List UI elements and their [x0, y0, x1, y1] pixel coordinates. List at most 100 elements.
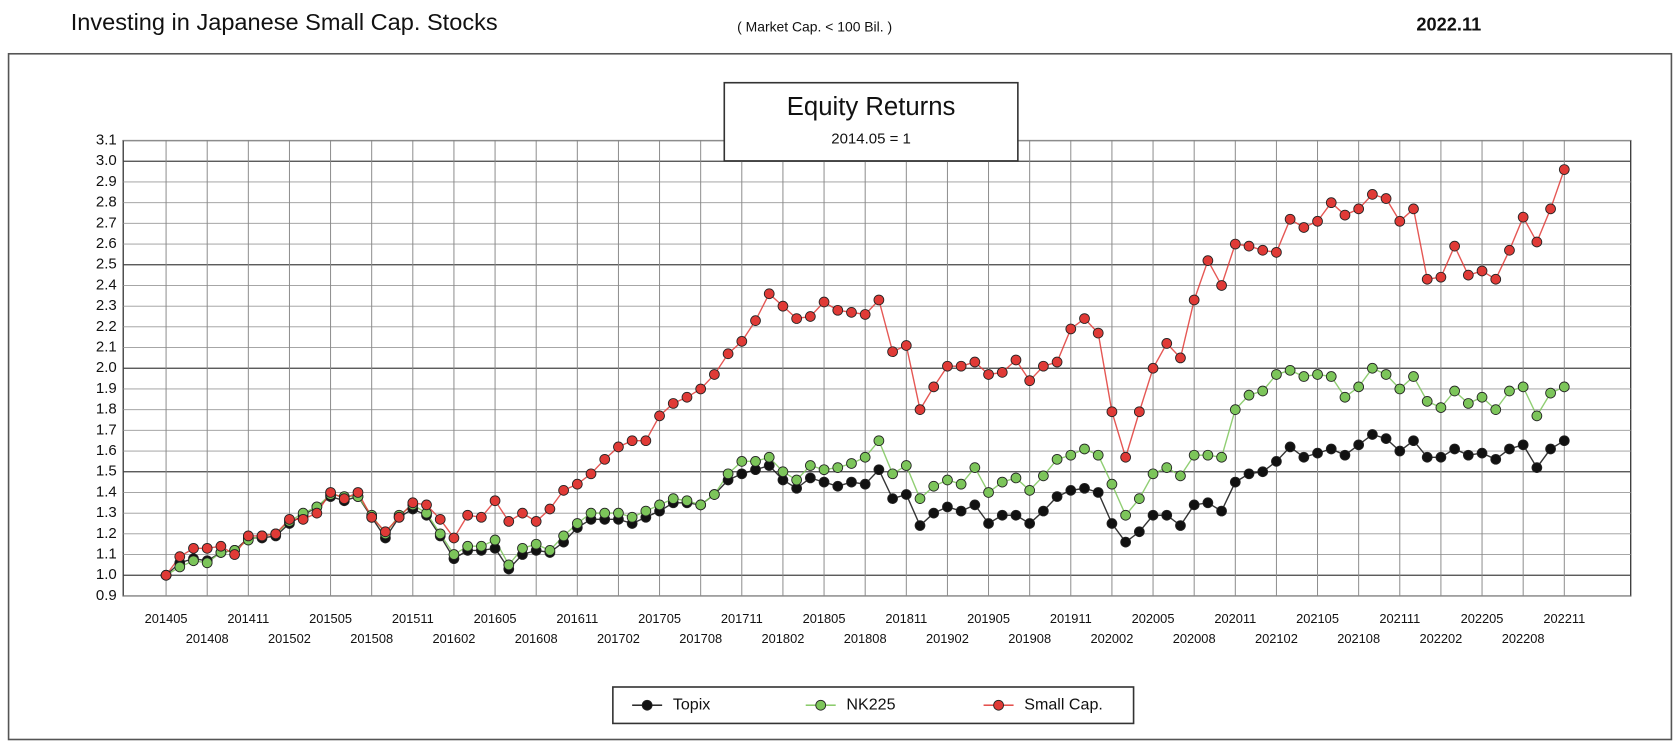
x-tick-label: 201408 — [186, 631, 229, 646]
data-point — [640, 505, 652, 517]
data-point — [1038, 470, 1049, 482]
data-point — [544, 503, 556, 515]
y-tick-label: 1.0 — [96, 566, 117, 583]
data-point — [1408, 435, 1419, 447]
data-point — [736, 468, 748, 480]
data-point — [1394, 215, 1406, 227]
data-point — [174, 561, 186, 573]
data-point — [475, 511, 487, 523]
x-tick-label: 201508 — [350, 631, 393, 646]
data-point — [201, 557, 213, 569]
data-point — [681, 391, 693, 403]
data-point — [558, 485, 569, 496]
chart-title: Equity Returns — [787, 93, 956, 121]
data-point — [1517, 211, 1529, 223]
data-point — [859, 309, 871, 320]
data-point — [1202, 255, 1214, 266]
data-point — [722, 468, 734, 480]
data-point — [613, 507, 624, 519]
data-point — [1312, 369, 1323, 380]
data-point — [887, 468, 898, 480]
data-point — [1106, 478, 1118, 490]
data-point — [777, 466, 789, 478]
x-tick-label: 202005 — [1132, 611, 1175, 626]
data-point — [1120, 451, 1131, 463]
y-tick-label: 2.4 — [96, 276, 117, 293]
x-tick-label: 202108 — [1337, 631, 1380, 646]
data-point — [571, 478, 583, 490]
data-point — [1353, 381, 1365, 393]
data-point — [1339, 391, 1351, 403]
data-point — [530, 538, 542, 550]
data-point — [489, 495, 501, 507]
data-point — [983, 369, 994, 380]
data-point — [887, 346, 898, 358]
x-tick-label: 201705 — [638, 611, 681, 626]
data-point — [1092, 487, 1104, 498]
x-tick-label: 201911 — [1050, 611, 1092, 626]
data-point — [1257, 466, 1269, 478]
data-point — [434, 513, 446, 525]
legend-marker — [641, 699, 653, 711]
data-point — [517, 507, 528, 519]
x-tick-label: 201711 — [721, 611, 763, 626]
y-tick-label: 1.2 — [96, 525, 117, 542]
y-tick-label: 1.8 — [96, 401, 117, 418]
data-point — [955, 478, 967, 490]
data-point — [229, 549, 240, 560]
y-tick-label: 2.6 — [96, 235, 117, 252]
data-point — [1545, 443, 1556, 455]
data-point — [1024, 485, 1036, 496]
data-point — [1038, 360, 1049, 372]
data-point — [818, 476, 830, 488]
data-point — [969, 499, 981, 511]
data-point — [791, 474, 802, 486]
date: 2022.11 — [1416, 15, 1481, 35]
data-point — [1284, 213, 1296, 225]
data-point — [1202, 449, 1214, 461]
legend-marker — [993, 699, 1004, 711]
data-point — [462, 509, 474, 521]
data-point — [1545, 387, 1556, 399]
data-point — [585, 507, 597, 519]
y-tick-label: 3.1 — [96, 132, 117, 149]
legend-items: Topix NK225 Small Cap. — [632, 695, 1103, 713]
data-point — [900, 489, 912, 500]
data-point — [640, 435, 652, 447]
data-point — [996, 476, 1008, 488]
data-point — [1065, 449, 1077, 461]
data-point — [325, 487, 336, 498]
data-point — [763, 451, 775, 463]
data-point — [1257, 385, 1269, 397]
data-point — [1476, 265, 1488, 277]
data-point — [626, 511, 638, 523]
data-point — [434, 528, 446, 540]
data-point — [1024, 375, 1036, 387]
header: Investing in Japanese Small Cap. Stocks — [71, 9, 498, 35]
data-point — [571, 518, 583, 529]
legend-label: Topix — [673, 695, 711, 713]
data-point — [1490, 273, 1502, 285]
data-point — [859, 451, 871, 463]
y-tick-label: 1.6 — [96, 442, 117, 459]
chart-subtitle: 2014.05 = 1 — [831, 130, 911, 147]
data-point — [654, 410, 665, 422]
data-point — [1051, 356, 1063, 368]
data-point — [873, 435, 885, 447]
data-point — [1421, 273, 1433, 285]
y-tick-label: 2.9 — [96, 173, 117, 190]
data-point — [201, 542, 213, 554]
data-point — [1394, 383, 1406, 395]
data-point — [1353, 203, 1365, 215]
data-point — [1380, 433, 1392, 444]
data-point — [1312, 215, 1323, 227]
x-tick-label: 202002 — [1090, 631, 1133, 646]
data-point — [1449, 443, 1460, 455]
data-point — [1161, 509, 1173, 521]
data-point — [352, 487, 364, 498]
data-point — [1051, 453, 1063, 465]
data-point — [1504, 385, 1515, 397]
data-point — [1065, 485, 1077, 496]
data-point — [338, 493, 350, 505]
data-point — [1147, 362, 1159, 374]
